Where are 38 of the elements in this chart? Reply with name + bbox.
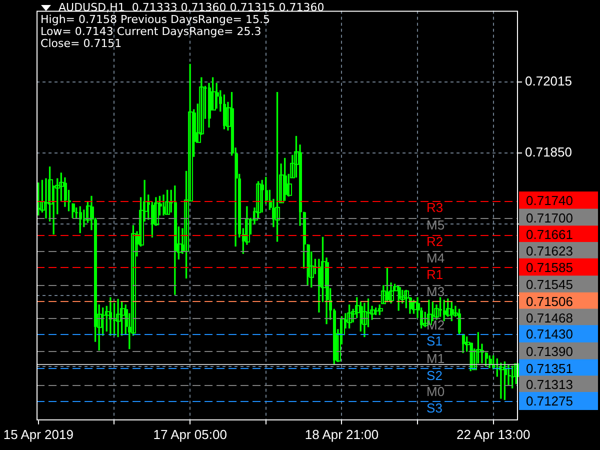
annotation: R1: [426, 266, 444, 282]
ref-line-label: 0.71313: [526, 377, 573, 392]
candlestick: [116, 298, 121, 338]
x-tick-label: 18 Apr 21:00: [304, 426, 379, 442]
ref-line-label: 0.71390: [526, 344, 573, 359]
annotation: Close= 0.7151: [40, 37, 123, 50]
annotation: S2: [426, 368, 442, 383]
ref-line-label: 0.71585: [526, 260, 573, 275]
annotation: M5: [426, 217, 445, 232]
x-tick-label: 15 Apr 2019: [3, 426, 74, 442]
annotation: M2: [426, 317, 445, 332]
y-tick-label: 0.71850: [525, 144, 572, 160]
ref-line-label: 0.71623: [526, 244, 573, 259]
ref-line-label: 0.71275: [526, 394, 573, 409]
annotation: M4: [426, 250, 445, 266]
candlestick: [362, 302, 367, 338]
ref-line-label: 0.71430: [526, 326, 573, 342]
annotation: S1: [426, 334, 442, 349]
ref-line-label: 0.71545: [526, 277, 573, 292]
chart-title: AUDUSD,H1 0.71333 0.71360 0.71315 0.71360: [58, 1, 324, 14]
ref-line-label: 0.71506: [526, 294, 573, 309]
annotation: M0: [426, 384, 445, 400]
annotation: R3: [426, 200, 444, 216]
y-tick-label: 0.72015: [525, 74, 572, 89]
annotation: M1: [426, 350, 445, 366]
annotation: S3: [426, 400, 442, 416]
x-tick-label: 22 Apr 13:00: [456, 426, 530, 442]
annotation: R2: [426, 234, 444, 250]
ref-line-label: 0.71661: [526, 227, 573, 242]
x-tick-label: 17 Apr 05:00: [153, 426, 227, 442]
ref-line-label: 0.71468: [526, 310, 573, 326]
annotation: M3: [426, 284, 445, 300]
candlestick: [499, 362, 504, 399]
annotation: High= 0.7158 Previous DaysRange= 15.5: [40, 13, 272, 26]
annotation: Low= 0.7143 Current DaysRange= 25.3: [40, 25, 262, 38]
ref-line-label: 0.71351: [526, 360, 573, 376]
ref-line-label: 0.71700: [526, 210, 573, 226]
ref-line-label: 0.71740: [526, 193, 573, 208]
